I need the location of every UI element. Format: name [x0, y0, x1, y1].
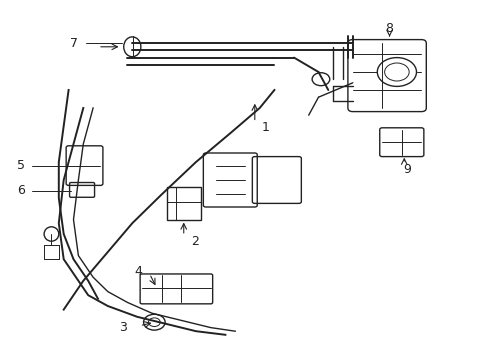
Text: 9: 9 — [403, 163, 411, 176]
Text: 5: 5 — [17, 159, 24, 172]
Text: 2: 2 — [191, 235, 199, 248]
Text: 3: 3 — [120, 321, 127, 334]
Text: 7: 7 — [71, 37, 78, 50]
Text: 6: 6 — [17, 184, 24, 197]
Text: 4: 4 — [134, 265, 142, 278]
Text: 8: 8 — [386, 22, 393, 35]
Text: 1: 1 — [262, 121, 270, 134]
Bar — [167, 187, 201, 220]
